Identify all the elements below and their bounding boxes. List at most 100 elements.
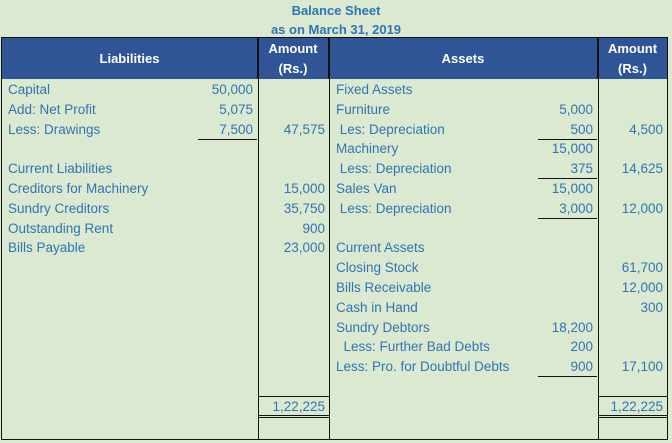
cell-aa: 15,000	[551, 181, 593, 196]
cell-al: Les: Depreciation	[336, 121, 445, 137]
cell-al: Less: Depreciation	[336, 161, 452, 177]
cell-la	[198, 219, 257, 239]
cell-la	[198, 199, 257, 219]
cell-at	[599, 219, 667, 239]
cell-al	[330, 219, 538, 239]
cell-ll: Add: Net Profit	[8, 101, 96, 117]
table-row: Less: Pro. for Doubtful Debts 900 17,100	[2, 357, 667, 378]
cell-al: Fixed Assets	[336, 82, 413, 97]
cell-lt: 15,000	[283, 181, 325, 196]
header-liabilities: Liabilities	[2, 38, 258, 79]
cell-at: 12,000	[621, 280, 663, 295]
cell-lt	[259, 357, 329, 377]
cell-lt: 47,575	[283, 121, 325, 137]
cell-aa	[538, 278, 597, 298]
cell-lt	[259, 278, 329, 298]
cell-la	[198, 139, 257, 159]
cell-lt	[259, 80, 329, 100]
cell-at	[599, 337, 667, 357]
cell-at	[599, 318, 667, 338]
table-row: Less: Further Bad Debts 200	[2, 337, 667, 357]
cell-lt: 900	[302, 220, 325, 236]
table-row: Bills Receivable 12,000	[2, 278, 667, 298]
cell-at	[599, 80, 667, 100]
cell-lt	[259, 298, 329, 318]
cell-la: 7,500	[198, 120, 257, 140]
cell-aa: 5,000	[559, 101, 593, 117]
cell-aa: 18,200	[551, 319, 593, 335]
cell-ll: Capital	[8, 82, 51, 97]
cell-al: Less: Further Bad Debts	[336, 339, 490, 355]
cell-aa: 3,000	[538, 199, 597, 219]
table-row: Sundry Creditors 35,750 Less: Depreciatio…	[2, 199, 667, 219]
cell-al: Cash in Hand	[336, 299, 418, 315]
cell-aa	[538, 298, 597, 318]
table-row: Outstanding Rent 900	[2, 219, 667, 239]
table-row: Less: Drawings 7,500 47,575 Les: Depreciat…	[2, 120, 667, 140]
cell-ll	[2, 258, 198, 278]
total-assets: 1,22,225	[599, 396, 667, 418]
cell-al: Sales Van	[336, 181, 397, 196]
cell-lt: 35,750	[283, 200, 325, 216]
header-amount-2: Amount (Rs.)	[598, 38, 667, 79]
cell-la	[198, 318, 257, 338]
cell-al: Machinery	[336, 141, 399, 157]
cell-ll	[2, 357, 198, 377]
cell-al: Less: Pro. for Doubtful Debts	[336, 359, 510, 375]
cell-at	[599, 238, 667, 258]
cell-la	[198, 258, 257, 278]
table-row: Cash in Hand 300	[2, 298, 667, 318]
table-row: Closing Stock 61,700	[2, 258, 667, 278]
cell-ll: Outstanding Rent	[8, 220, 114, 236]
header-assets: Assets	[329, 38, 598, 79]
cell-al: Sundry Debtors	[336, 319, 430, 335]
cell-aa	[538, 219, 597, 239]
cell-at: 61,700	[621, 260, 663, 276]
cell-la	[198, 179, 257, 199]
table-row: Capital 50,000 Fixed Assets	[2, 80, 667, 100]
cell-la	[198, 357, 257, 377]
cell-at: 12,000	[621, 200, 663, 216]
cell-at: 14,625	[621, 161, 663, 177]
cell-lt	[259, 159, 329, 179]
cell-ll	[2, 337, 198, 357]
table-row: Current Liabilities Less: Depreciation 37…	[2, 159, 667, 180]
divider	[598, 38, 599, 439]
cell-la	[198, 159, 257, 179]
cell-al: Current Assets	[336, 240, 425, 256]
cell-la	[198, 278, 257, 298]
divider	[329, 38, 330, 439]
table-row: Sundry Debtors 18,200	[2, 318, 667, 338]
cell-lt	[259, 318, 329, 338]
divider	[258, 38, 259, 439]
cell-aa: 900	[538, 357, 597, 378]
cell-al: Bills Receivable	[336, 280, 432, 295]
cell-ll: Less: Drawings	[8, 121, 101, 137]
cell-ll	[2, 278, 198, 298]
header-amount: Amount (Rs.)	[258, 38, 329, 79]
totals-row: 1,22,225 1,22,225	[2, 396, 667, 418]
table-row: Add: Net Profit 5,075 Furniture 5,000	[2, 100, 667, 120]
cell-at: 17,100	[621, 359, 663, 375]
cell-lt	[259, 100, 329, 120]
cell-ll	[2, 298, 198, 318]
cell-lt: 23,000	[283, 240, 325, 256]
cell-la	[198, 298, 257, 318]
cell-ll	[2, 139, 198, 159]
cell-aa: 375	[538, 159, 597, 180]
cell-lt	[259, 139, 329, 159]
cell-la	[198, 238, 257, 258]
cell-lt	[259, 337, 329, 357]
cell-al: Furniture	[336, 101, 391, 117]
cell-la: 50,000	[211, 82, 253, 97]
cell-at	[599, 179, 667, 199]
cell-aa: 500	[538, 120, 597, 140]
cell-at: 4,500	[629, 121, 663, 137]
subtitle: as on March 31, 2019	[270, 22, 402, 37]
cell-lt	[259, 258, 329, 278]
cell-aa	[538, 238, 597, 258]
title: Balance Sheet	[291, 3, 381, 18]
table-row: Bills Payable 23,000 Current Assets	[2, 238, 667, 258]
cell-at	[599, 139, 667, 159]
cell-ll	[2, 318, 198, 338]
